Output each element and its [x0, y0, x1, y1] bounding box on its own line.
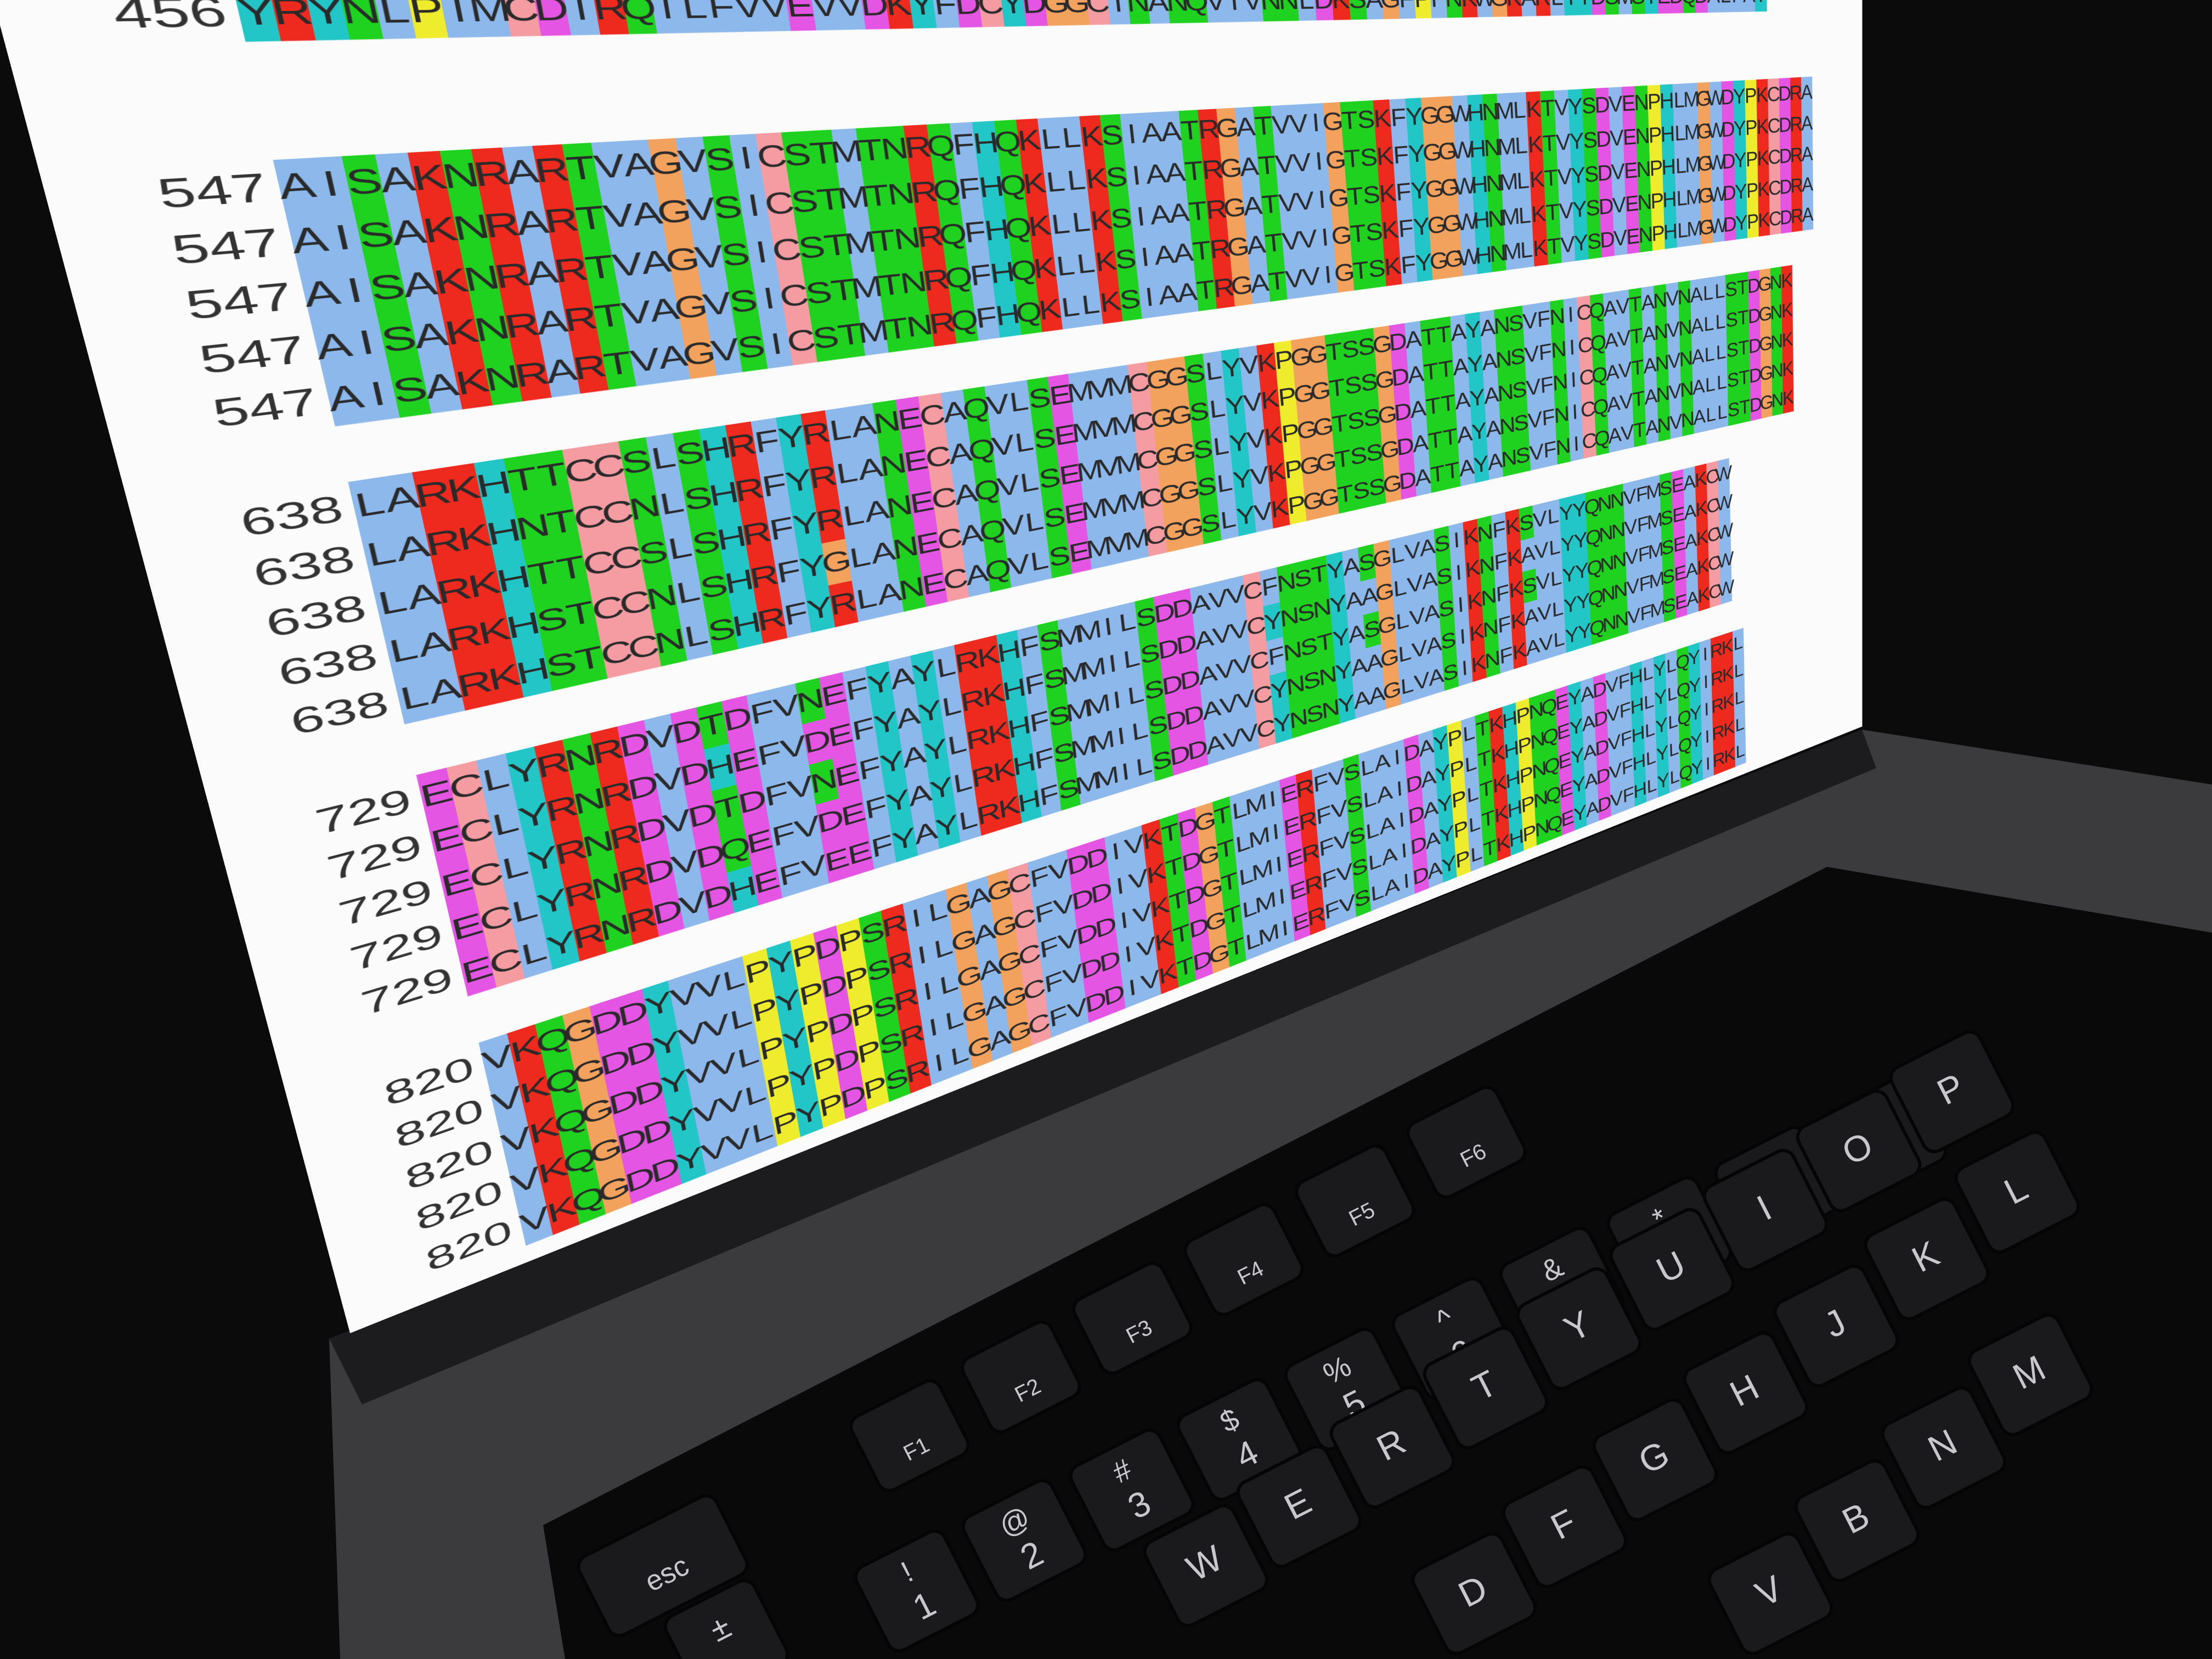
- row-number: 638: [236, 488, 347, 545]
- row-number: 547: [181, 274, 298, 328]
- row-number: 638: [286, 684, 392, 743]
- row-number: 547: [195, 328, 310, 382]
- row-number: 547: [153, 165, 272, 217]
- row-number: 638: [262, 587, 370, 645]
- sequence-row: YRYNLPIMCDIRQILFVVEVVDKYFDCYDGGCINANQVIV…: [233, 0, 1767, 33]
- row-number: 456: [107, 0, 232, 37]
- row-number: 547: [208, 380, 323, 436]
- row-number: 638: [249, 538, 359, 595]
- row-number: 547: [167, 220, 285, 273]
- row-number: 638: [274, 636, 381, 695]
